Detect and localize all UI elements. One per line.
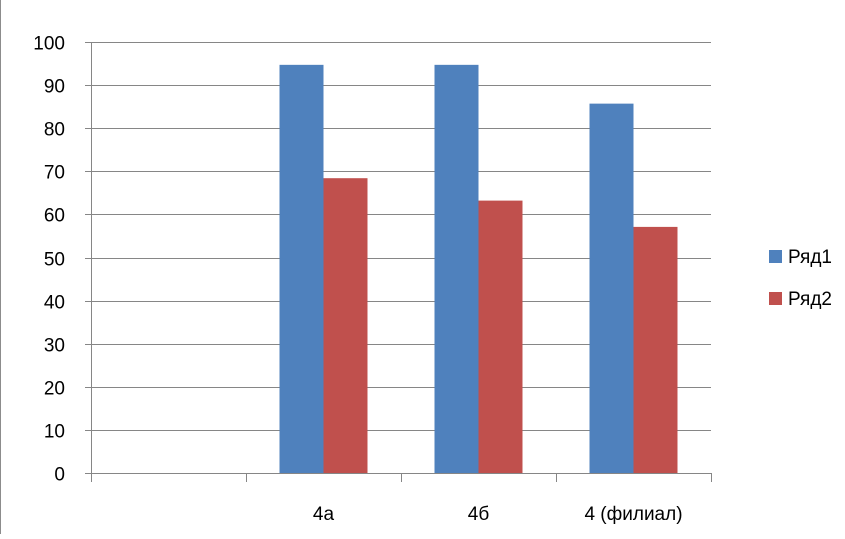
gridlines <box>85 42 711 474</box>
y-tick-label: 80 <box>44 120 65 141</box>
y-tick-label: 70 <box>44 163 65 184</box>
y-tick-label: 60 <box>44 206 65 227</box>
y-tick-label: 50 <box>44 250 65 271</box>
x-axis-ticks: 4а 4б 4 (филиал) <box>91 473 712 525</box>
axes: 0 10 20 30 40 50 60 70 80 90 100 4а 4б 4 (филиал) <box>33 34 712 525</box>
bar-Ряд2-4б <box>478 200 523 473</box>
bar-Ряд2-4 (филиал) <box>633 226 678 473</box>
x-tick-label: 4а <box>313 504 335 525</box>
y-tick-label: 90 <box>44 77 65 98</box>
legend-swatch <box>769 250 782 263</box>
y-tick-label: 10 <box>44 422 65 443</box>
bar-Ряд2-4а <box>323 178 368 474</box>
y-axis-ticks: 0 10 20 30 40 50 60 70 80 90 100 <box>33 34 65 486</box>
bar-Ряд1-4 (филиал) <box>589 103 634 474</box>
y-tick-label: 100 <box>33 34 65 55</box>
legend-label: Ряд2 <box>788 289 832 310</box>
y-tick-label: 40 <box>44 293 65 314</box>
legend-label: Ряд1 <box>788 247 832 268</box>
legend: Ряд1 Ряд2 <box>769 247 832 310</box>
x-tick-label: 4б <box>468 504 490 525</box>
bars <box>279 64 678 474</box>
bar-Ряд1-4а <box>279 64 324 473</box>
legend-swatch <box>769 292 782 305</box>
x-tick-label: 4 (филиал) <box>584 504 682 525</box>
y-tick-label: 0 <box>54 465 65 486</box>
y-tick-label: 30 <box>44 336 65 357</box>
bar-Ряд1-4б <box>434 64 479 473</box>
y-tick-label: 20 <box>44 379 65 400</box>
